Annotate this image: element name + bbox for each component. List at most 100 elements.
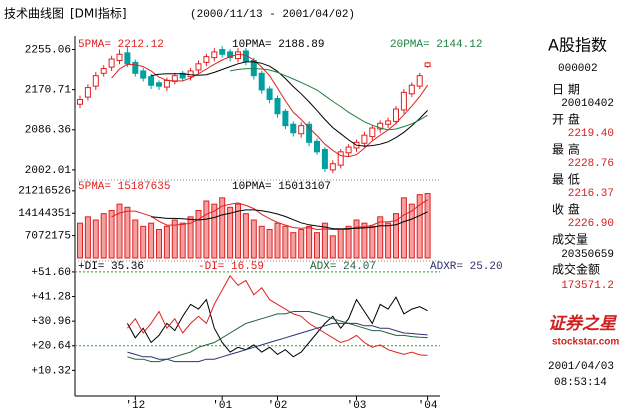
info-value: 2228.76: [568, 158, 614, 170]
volume-bar: [337, 229, 344, 259]
y-tick-label: 2086.36: [25, 125, 71, 137]
volume-bar: [148, 222, 155, 259]
volume-bar: [77, 222, 83, 259]
candle-body: [163, 79, 170, 88]
info-value: 2216.37: [568, 188, 614, 200]
candle-body: [400, 91, 407, 111]
candle-body: [84, 87, 91, 98]
volume-bar: [314, 232, 320, 259]
volume-bar: [187, 216, 194, 259]
volume-bar: [108, 210, 115, 259]
y-tick-label: +10.32: [31, 365, 71, 377]
x-tick-label: '12: [125, 400, 145, 412]
y-tick-label: 2170.71: [25, 85, 72, 97]
series-line: [127, 274, 428, 356]
x-tick-label: '01: [212, 400, 232, 412]
date: 2001/04/03: [548, 361, 614, 373]
candle-body: [77, 98, 83, 105]
volume-bar: [377, 216, 384, 259]
candle-body: [156, 82, 162, 87]
legend-label: -DI= 16.59: [198, 261, 264, 273]
candle-body: [385, 120, 392, 125]
info-label: 成交量: [552, 232, 588, 247]
volume-bar: [408, 203, 415, 259]
info-label: 成交金额: [552, 262, 600, 277]
volume-bar: [393, 213, 399, 259]
candle-body: [393, 108, 399, 122]
volume-bar: [321, 222, 328, 259]
candle-body: [408, 84, 415, 95]
candle-body: [290, 123, 297, 134]
candle-body: [274, 98, 281, 115]
candle-body: [100, 68, 107, 74]
info-label: 收 盘: [552, 202, 580, 217]
series-line: [126, 296, 428, 358]
volume-bar: [242, 213, 249, 259]
volume-bar: [179, 222, 186, 259]
candle-body: [298, 125, 305, 135]
candle-body: [108, 58, 115, 68]
info-value: 20350659: [561, 249, 614, 261]
logo-url: stockstar.com: [552, 337, 619, 348]
volume-bar: [100, 213, 107, 259]
volume-bar: [282, 225, 289, 259]
volume-bar: [250, 219, 257, 259]
legend-label: ADXR= 25.20: [430, 261, 503, 273]
y-tick-label: +30.96: [31, 316, 71, 328]
volume-bar: [140, 225, 147, 259]
series-line: [127, 311, 428, 363]
legend-label: 10PMA= 15013107: [232, 181, 331, 193]
x-tick-label: '02: [268, 400, 288, 412]
series-line: [111, 53, 429, 158]
candle-body: [361, 134, 368, 144]
y-tick-label: 2002.01: [25, 165, 72, 177]
candle-body: [416, 75, 423, 87]
candle-body: [148, 76, 155, 86]
candle-body: [258, 72, 265, 91]
legend-label: ADX= 24.07: [310, 261, 376, 273]
legend-label: 20PMA= 2144.12: [390, 39, 482, 51]
candle-body: [369, 127, 376, 138]
logo: 证券之星: [548, 314, 618, 334]
index-code: 000002: [558, 63, 598, 75]
candle-body: [314, 140, 320, 153]
series-line: [111, 199, 428, 231]
volume-bar: [369, 225, 376, 259]
candle-body: [116, 53, 123, 61]
volume-bar: [290, 232, 297, 259]
volume-bar: [171, 219, 178, 259]
candle-body: [345, 146, 352, 154]
volume-bar: [92, 219, 99, 259]
volume-bar: [156, 229, 162, 259]
title: 技术曲线图: [4, 7, 64, 21]
volume-bar: [329, 235, 336, 259]
candle-body: [92, 75, 99, 87]
candle-body: [329, 163, 336, 171]
volume-bar: [306, 225, 313, 259]
volume-bar: [219, 197, 226, 259]
info-value: 2226.90: [568, 218, 614, 230]
volume-bar: [385, 222, 392, 259]
info-value: 173571.2: [561, 280, 614, 292]
volume-bar: [235, 203, 241, 259]
y-tick-label: 7072175: [25, 231, 71, 243]
candle-body: [140, 70, 147, 79]
candle-body: [132, 61, 139, 74]
candle-body: [195, 63, 202, 71]
series-line: [151, 61, 428, 147]
volume-bar: [211, 203, 218, 259]
candle-body: [282, 110, 289, 127]
volume-bar: [163, 225, 170, 259]
candle-body: [211, 51, 218, 59]
date-range: (2000/11/13 - 2001/04/02): [190, 9, 355, 21]
y-tick-label: 14144351: [18, 208, 71, 220]
info-label: 最 高: [552, 142, 580, 157]
volume-bar: [361, 222, 368, 259]
candle-body: [250, 59, 257, 77]
volume-bar: [203, 200, 210, 259]
series-line: [151, 209, 428, 230]
y-tick-label: +51.60: [31, 267, 71, 279]
legend-label: 10PMA= 2188.89: [232, 39, 324, 51]
y-tick-label: +41.28: [31, 291, 71, 303]
index-name: A股指数: [548, 36, 607, 55]
